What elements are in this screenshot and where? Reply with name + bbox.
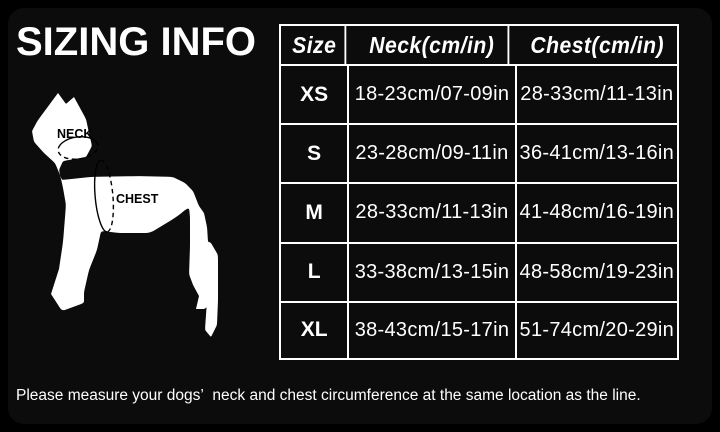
svg-text:CHEST: CHEST [116,192,159,206]
svg-text:NECK: NECK [57,127,92,141]
